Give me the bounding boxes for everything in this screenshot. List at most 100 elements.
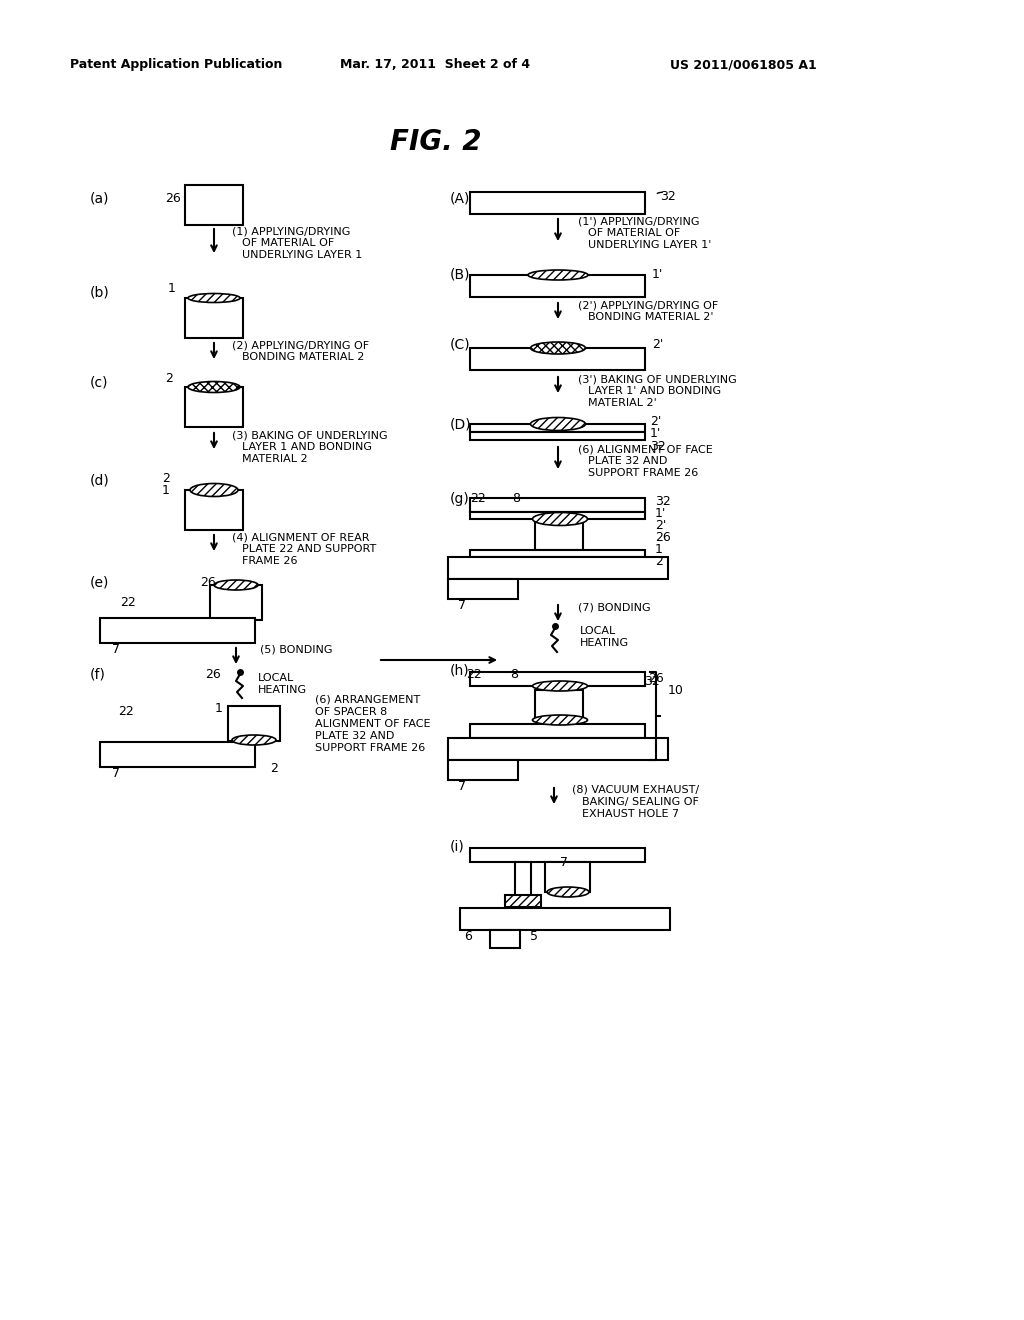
Text: (g): (g): [450, 492, 470, 506]
Bar: [449, 760, 518, 780]
Text: (2) APPLYING/DRYING OF: (2) APPLYING/DRYING OF: [232, 341, 369, 350]
Text: (A): (A): [450, 191, 470, 206]
Text: (e): (e): [90, 576, 110, 590]
Text: PLATE 22 AND SUPPORT: PLATE 22 AND SUPPORT: [242, 544, 376, 554]
Text: SUPPORT FRAME 26: SUPPORT FRAME 26: [588, 469, 698, 478]
Bar: [470, 550, 645, 557]
Text: 32: 32: [644, 675, 659, 688]
Text: MATERIAL 2: MATERIAL 2: [242, 454, 307, 465]
Bar: [470, 498, 645, 512]
Bar: [449, 557, 668, 579]
Bar: [470, 512, 645, 519]
Bar: [185, 490, 243, 531]
Ellipse shape: [188, 293, 240, 302]
Text: PLATE 32 AND: PLATE 32 AND: [588, 455, 668, 466]
Bar: [210, 585, 262, 620]
Bar: [185, 387, 243, 426]
Ellipse shape: [530, 417, 586, 430]
Text: 2': 2': [650, 414, 662, 428]
Ellipse shape: [532, 681, 588, 690]
Text: 22: 22: [470, 492, 485, 506]
Bar: [470, 723, 645, 738]
Text: 8: 8: [510, 668, 518, 681]
Text: 1: 1: [215, 702, 223, 715]
Bar: [100, 618, 255, 643]
Bar: [185, 185, 243, 224]
Ellipse shape: [530, 342, 586, 354]
Bar: [449, 579, 518, 599]
Bar: [470, 348, 645, 370]
Text: UNDERLYING LAYER 1: UNDERLYING LAYER 1: [242, 249, 362, 260]
Bar: [470, 191, 645, 214]
Bar: [545, 862, 590, 892]
Text: 8: 8: [512, 492, 520, 506]
Text: 2: 2: [655, 554, 663, 568]
Bar: [505, 895, 541, 907]
Text: LAYER 1' AND BONDING: LAYER 1' AND BONDING: [588, 385, 721, 396]
Text: 10: 10: [668, 684, 684, 697]
Text: (h): (h): [450, 664, 470, 678]
Text: (a): (a): [90, 191, 110, 206]
Text: 26: 26: [648, 672, 664, 685]
Text: 6: 6: [464, 931, 472, 942]
Text: 32: 32: [655, 495, 671, 508]
Ellipse shape: [547, 887, 589, 898]
Text: LOCAL: LOCAL: [258, 673, 294, 682]
Text: (6) ARRANGEMENT: (6) ARRANGEMENT: [315, 696, 420, 705]
Text: SUPPORT FRAME 26: SUPPORT FRAME 26: [315, 743, 425, 752]
Text: (i): (i): [450, 840, 465, 854]
Text: (B): (B): [450, 268, 470, 282]
Ellipse shape: [532, 715, 588, 725]
Text: (3) BAKING OF UNDERLYING: (3) BAKING OF UNDERLYING: [232, 430, 388, 440]
Text: 22: 22: [118, 705, 134, 718]
Text: OF MATERIAL OF: OF MATERIAL OF: [242, 238, 334, 248]
Ellipse shape: [528, 271, 588, 280]
Text: 26: 26: [205, 668, 221, 681]
Text: (8) VACUUM EXHAUST/: (8) VACUUM EXHAUST/: [572, 785, 699, 795]
Bar: [460, 908, 670, 931]
Text: 7: 7: [458, 780, 466, 793]
Text: 2: 2: [162, 473, 170, 484]
Bar: [470, 432, 645, 440]
Text: (1') APPLYING/DRYING: (1') APPLYING/DRYING: [578, 216, 699, 226]
Bar: [515, 862, 531, 927]
Text: ALIGNMENT OF FACE: ALIGNMENT OF FACE: [315, 719, 430, 729]
Text: 32: 32: [650, 440, 666, 453]
Text: 1': 1': [655, 507, 667, 520]
Text: 26: 26: [165, 191, 181, 205]
Text: 2': 2': [655, 519, 667, 532]
Text: (1) APPLYING/DRYING: (1) APPLYING/DRYING: [232, 226, 350, 236]
Text: FIG. 2: FIG. 2: [390, 128, 481, 156]
Bar: [535, 521, 583, 550]
Text: OF SPACER 8: OF SPACER 8: [315, 708, 387, 717]
Text: OF MATERIAL OF: OF MATERIAL OF: [588, 228, 680, 238]
Text: (3') BAKING OF UNDERLYING: (3') BAKING OF UNDERLYING: [578, 374, 736, 384]
Text: 26: 26: [200, 576, 216, 589]
Ellipse shape: [232, 735, 276, 744]
Text: Mar. 17, 2011  Sheet 2 of 4: Mar. 17, 2011 Sheet 2 of 4: [340, 58, 530, 71]
Text: (f): (f): [90, 668, 105, 682]
Text: 26: 26: [655, 531, 671, 544]
Text: (6) ALIGNMENT OF FACE: (6) ALIGNMENT OF FACE: [578, 444, 713, 454]
Text: BONDING MATERIAL 2': BONDING MATERIAL 2': [588, 312, 714, 322]
Text: 7: 7: [560, 855, 568, 869]
Bar: [449, 738, 668, 760]
Ellipse shape: [190, 483, 238, 496]
Text: (c): (c): [90, 375, 109, 389]
Text: 1': 1': [652, 268, 664, 281]
Text: 7: 7: [112, 643, 120, 656]
Bar: [470, 672, 645, 686]
Text: (4) ALIGNMENT OF REAR: (4) ALIGNMENT OF REAR: [232, 532, 370, 543]
Text: 7: 7: [458, 599, 466, 612]
Text: (D): (D): [450, 418, 472, 432]
Text: HEATING: HEATING: [258, 685, 307, 696]
Ellipse shape: [532, 512, 588, 525]
Ellipse shape: [188, 381, 240, 392]
Bar: [470, 424, 645, 432]
Text: 2: 2: [270, 762, 278, 775]
Text: 32: 32: [660, 190, 676, 203]
Text: (b): (b): [90, 285, 110, 300]
Text: LOCAL: LOCAL: [580, 626, 616, 636]
Bar: [535, 690, 583, 719]
Text: (C): (C): [450, 338, 471, 352]
